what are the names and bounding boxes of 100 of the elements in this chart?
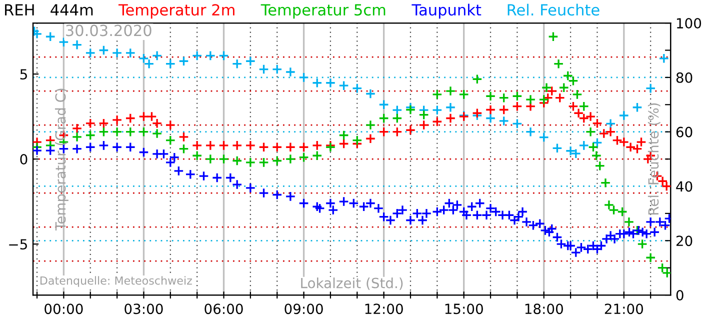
point <box>272 142 282 152</box>
point <box>72 40 82 50</box>
point <box>312 78 322 88</box>
point <box>58 36 69 48</box>
point <box>144 58 154 70</box>
point <box>285 142 296 152</box>
point <box>125 48 136 58</box>
point <box>152 50 162 61</box>
y2-tick-label: 20 <box>676 236 692 246</box>
point <box>218 50 229 61</box>
y2-tick-label: 0 <box>676 290 684 301</box>
point <box>325 78 336 88</box>
point <box>568 101 578 112</box>
x-tick-label: 15:00 <box>445 304 483 314</box>
point <box>192 140 202 151</box>
point <box>138 111 149 122</box>
point <box>125 113 136 124</box>
point <box>232 58 242 70</box>
point <box>85 48 96 58</box>
y2-tick-label: 100 <box>676 18 702 29</box>
point <box>625 142 636 152</box>
point <box>165 120 176 130</box>
point <box>632 102 642 113</box>
point <box>512 118 522 129</box>
y2-axis-title: Rel. Feuchte (%) <box>648 103 660 215</box>
point <box>298 72 310 83</box>
point <box>578 140 590 151</box>
y-tick-label: 0 <box>20 154 28 165</box>
x-axis-title: Lokalzeit (Std.) <box>301 278 403 290</box>
point <box>658 53 670 64</box>
point <box>605 118 616 129</box>
point <box>192 50 202 61</box>
text: Taupunkt <box>412 4 482 19</box>
chart-title: REH 444m <box>5 4 93 16</box>
text: Rel. Feuchte <box>508 4 600 16</box>
x-tick-label: 00:00 <box>44 304 83 314</box>
point <box>112 114 122 126</box>
text: Temperatur 2m <box>118 4 234 19</box>
point <box>165 58 176 70</box>
point <box>205 50 216 61</box>
point <box>538 132 550 143</box>
text: Temperatur 5cm <box>260 4 386 19</box>
point <box>418 120 430 130</box>
point <box>152 118 162 129</box>
point <box>112 48 122 58</box>
y2-tick-label: 80 <box>676 72 692 83</box>
point <box>618 110 630 121</box>
point <box>592 118 602 129</box>
point <box>178 56 189 66</box>
point <box>485 113 496 124</box>
point <box>205 140 216 151</box>
point <box>272 64 282 75</box>
point <box>138 53 149 64</box>
point <box>365 133 376 144</box>
y-tick-label: 5 <box>20 69 27 80</box>
point <box>645 83 656 94</box>
point <box>552 142 562 154</box>
point <box>178 132 189 142</box>
x-tick-label: 21:00 <box>604 304 643 314</box>
y-tick-label: −5 <box>9 239 27 250</box>
point <box>338 138 350 149</box>
annotation: 30.03.2020 <box>66 24 152 36</box>
point <box>245 140 256 151</box>
y2-tick-label: 60 <box>676 126 692 138</box>
point <box>432 104 442 116</box>
point <box>85 118 96 129</box>
point <box>378 126 390 138</box>
y-axis-title: Temperatur (Grad C) <box>54 88 68 231</box>
point <box>554 92 566 104</box>
point <box>612 135 622 146</box>
point <box>445 102 456 113</box>
point <box>565 146 576 156</box>
point <box>570 148 582 159</box>
point <box>592 137 602 148</box>
point <box>573 108 584 118</box>
point <box>232 140 242 151</box>
x-tick-label: 09:00 <box>284 304 323 314</box>
point <box>338 80 350 91</box>
point <box>485 104 496 115</box>
annotation: Datenquelle: Meteoschweiz <box>40 276 192 287</box>
point <box>498 116 510 126</box>
point <box>72 123 82 134</box>
point <box>392 126 402 138</box>
point <box>618 136 630 148</box>
point <box>352 83 362 94</box>
x-tick-label: 12:00 <box>365 304 403 314</box>
point <box>45 31 56 42</box>
point <box>312 140 322 151</box>
point <box>661 181 671 192</box>
x-tick-label: 18:00 <box>525 304 563 314</box>
point <box>498 104 510 115</box>
point <box>258 64 269 75</box>
point <box>98 45 109 56</box>
point <box>445 113 456 124</box>
point <box>98 118 109 129</box>
point <box>405 124 416 136</box>
point <box>146 111 157 122</box>
point <box>285 66 296 78</box>
point <box>378 99 390 110</box>
point <box>298 142 310 152</box>
